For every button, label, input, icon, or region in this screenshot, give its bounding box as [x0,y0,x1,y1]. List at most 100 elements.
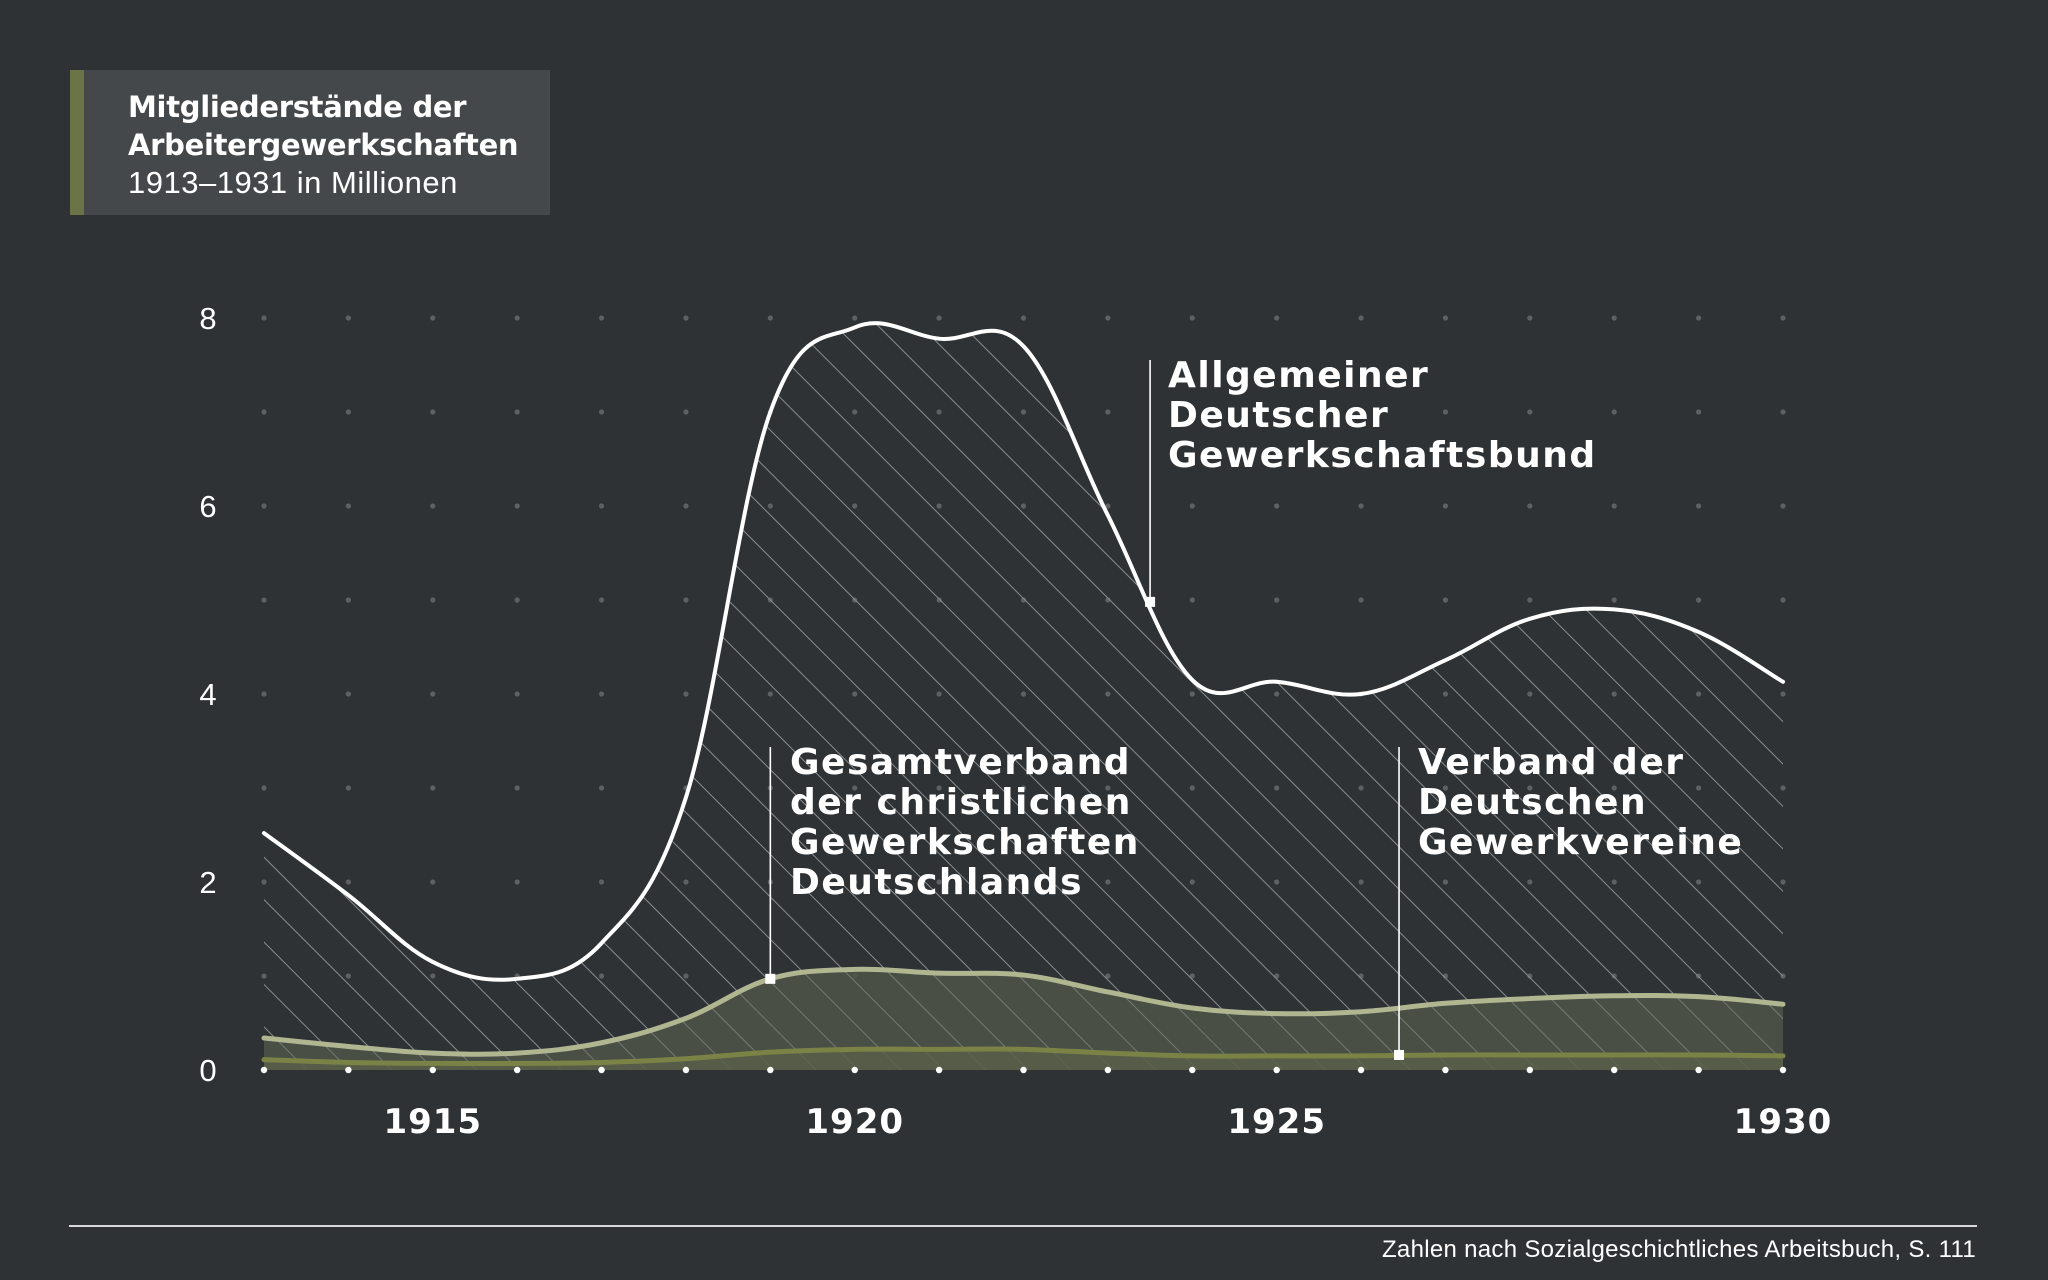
label-adgb: Allgemeiner Deutscher Gewerkschaftsbund [1168,355,1597,476]
axis-dot [935,1066,943,1074]
area-adgb [264,323,1783,1070]
grid-dot [598,691,605,697]
grid-dot [1611,597,1617,603]
label-adgb-line: Allgemeiner [1168,355,1429,396]
y-tick-label-2: 2 [199,865,216,900]
grid-dot [1780,409,1786,415]
grid-dot [1611,409,1617,415]
label-christian-line: der christlichen [790,782,1132,823]
axis-dot [260,1066,268,1074]
grid-dot [430,315,436,321]
axis-dot [1020,1066,1027,1074]
grid-dot [1358,597,1364,603]
grid-dot [683,691,689,697]
x-tick-label-1915: 1915 [383,1102,482,1142]
grid-dot [1358,409,1364,415]
title-box: Mitgliederstände der Arbeitergewerkschaf… [70,70,550,215]
grid-dot [1780,597,1786,603]
area-christian-hatch [264,969,1783,1070]
grid-dot [1358,315,1364,321]
grid-dot [1274,315,1280,321]
grid-dot [1020,315,1027,321]
grid-dot [345,503,351,509]
grid-dot [767,315,773,321]
grid-dot [345,597,351,603]
grid-dot [1611,315,1617,321]
axis-dot [513,1066,521,1074]
grid-dot [514,409,520,415]
label-christian: Gesamtverband der christlichen Gewerkschaf… [790,742,1140,903]
y-tick-label-4: 4 [199,677,216,712]
y-tick-label-6: 6 [199,489,216,524]
x-axis-dots [260,1066,1787,1074]
label-christian-line: Gesamtverband [790,742,1131,783]
label-hirsch-line: Verband der [1418,742,1685,783]
axis-dot [1611,1066,1618,1074]
grid-dot [1696,409,1702,415]
grid-dot [1189,503,1195,509]
grid-dot [345,315,351,321]
grid-dot [1189,315,1195,321]
grid-dot [261,409,267,415]
grid-dot [261,597,267,603]
areas [264,323,1783,1070]
grid-dot [598,315,605,321]
axis-dot [1695,1066,1702,1074]
grid-dot [1442,597,1449,603]
axis-dot [1273,1066,1280,1074]
grid-dot [1442,315,1449,321]
grid-dot [514,879,520,885]
axis-dot [851,1066,858,1074]
grid-dot [430,691,436,697]
chart-subtitle: 1913–1931 in Millionen [128,165,458,200]
grid-dot [683,597,689,603]
grid-dot [261,503,267,509]
grid-dot [1611,503,1617,509]
grid-dot [514,597,520,603]
label-hirsch: Verband der Deutschen Gewerkvereine [1418,742,1743,863]
grid-dot [261,315,267,321]
title-line-1: Mitgliederstände der [128,90,467,124]
grid-dot [1527,315,1533,321]
grid-dot [514,503,520,509]
area-hirsch [264,1049,1783,1070]
label-adgb-line: Gewerkschaftsbund [1168,435,1597,476]
marker-adgb [1145,596,1156,607]
title-accent-bar [70,70,84,215]
axis-dot [1104,1066,1112,1074]
grid-dot [345,691,351,697]
grid-dot [1696,597,1702,603]
grid-dot [1274,597,1280,603]
grid-dot [261,691,267,697]
label-christian-line: Deutschlands [790,862,1083,903]
grid-dot [1696,315,1702,321]
axis-dot [682,1066,690,1074]
grid-dot [852,315,858,321]
grid-dot [1189,597,1195,603]
x-tick-label-1930: 1930 [1734,1102,1833,1142]
axis-dot [598,1066,605,1074]
grid-dot [430,597,436,603]
grid-dot [598,879,605,885]
x-axis-ticks: 1915 1920 1925 1930 [383,1102,1833,1142]
grid-dot [1696,503,1702,509]
axis-dot [1779,1066,1787,1074]
grid-dot [430,503,436,509]
grid-dot [345,785,351,791]
grid-dot [1105,503,1111,509]
axis-dot [1189,1066,1196,1074]
y-tick-label-8: 8 [199,301,216,336]
x-tick-label-1925: 1925 [1227,1102,1326,1142]
axis-dot [1357,1066,1365,1074]
line-christian [261,966,1786,1057]
chart-title: Mitgliederstände der Arbeitergewerkschaf… [128,88,519,202]
y-axis-ticks: 0 2 4 6 8 [199,301,216,1088]
axis-dot [429,1066,436,1074]
grid-dot [430,409,436,415]
grid-dot [598,597,605,603]
grid-dot [345,879,351,885]
grid-dot [1105,315,1111,321]
x-tick-label-1920: 1920 [805,1102,904,1142]
grid-dot [598,503,605,509]
